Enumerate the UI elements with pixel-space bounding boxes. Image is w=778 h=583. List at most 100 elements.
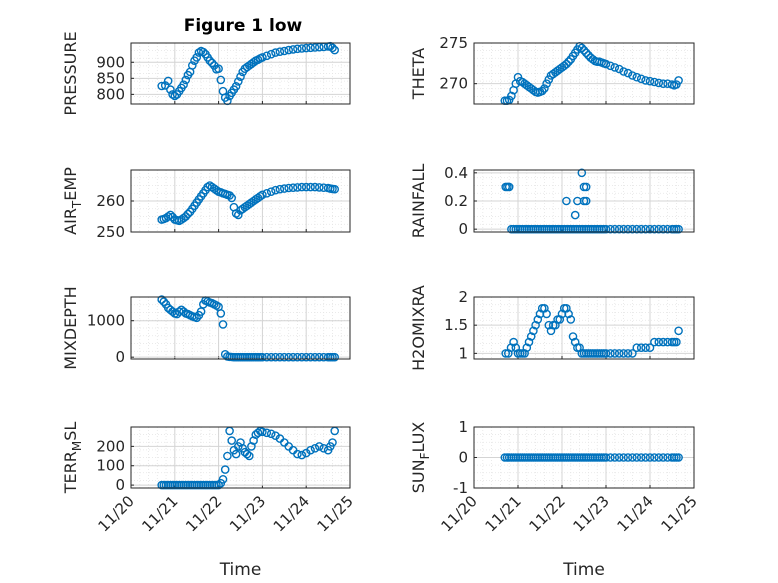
data-point (623, 224, 633, 234)
xlabel-6: Time (219, 560, 262, 580)
data-point (645, 343, 655, 353)
data-point (288, 352, 298, 362)
y-tick-label: 0.2 (444, 192, 468, 210)
ylabel-1: THETA (409, 48, 428, 100)
data-point (258, 190, 267, 200)
ylabel-3: RAINFALL (409, 164, 428, 239)
data-point (212, 185, 221, 195)
data-point (314, 442, 324, 451)
data-point (619, 224, 628, 234)
data-point (654, 78, 664, 88)
data-point (601, 349, 611, 358)
data-point (672, 80, 681, 89)
x-tick-label: 11/25 (658, 492, 701, 535)
axes-frame-4 (130, 296, 351, 360)
y-tick-label: 1 (458, 344, 468, 362)
data-point (231, 82, 241, 91)
data-point (253, 428, 263, 438)
data-point (306, 182, 315, 192)
data-point (284, 45, 294, 55)
data-point (170, 91, 180, 101)
data-point (650, 224, 659, 234)
x-tick-label: 11/22 (182, 492, 225, 535)
data-point (641, 76, 650, 85)
data-point (650, 453, 659, 462)
data-point (537, 86, 547, 96)
ylabel-5: H2OMIXRA (409, 285, 428, 371)
data-point (658, 337, 668, 347)
subplot-2: 250 260 AIRTEMP (61, 167, 351, 241)
data-point (632, 224, 642, 234)
x-tick-label: 11/24 (270, 492, 313, 535)
data-point (218, 320, 228, 329)
data-point (233, 210, 243, 220)
data-point (179, 307, 188, 316)
data-point (623, 349, 633, 358)
series-7 (500, 453, 683, 462)
data-point (214, 480, 223, 490)
data-point (306, 445, 315, 455)
data-point (546, 326, 556, 336)
data-point (623, 453, 633, 462)
data-point (577, 43, 587, 53)
figure-title: Figure 1 low (184, 16, 303, 36)
data-point (306, 352, 315, 362)
data-point (544, 75, 554, 84)
data-point (330, 45, 340, 55)
data-point (301, 182, 311, 192)
data-point (301, 352, 311, 362)
data-point (650, 337, 659, 347)
data-point (628, 71, 637, 80)
data-point (293, 44, 302, 54)
data-point (610, 63, 620, 72)
data-point (297, 44, 307, 53)
data-point (614, 64, 624, 74)
data-point (522, 343, 532, 353)
series-5 (501, 303, 683, 358)
data-point (654, 453, 664, 462)
data-point (225, 191, 234, 200)
data-point (562, 196, 571, 206)
data-point (187, 61, 197, 70)
data-point (288, 45, 298, 54)
data-point (542, 309, 551, 319)
data-point (636, 224, 646, 234)
data-point (293, 352, 302, 362)
data-point (645, 224, 655, 234)
y-tick-label: 1000 (87, 312, 125, 330)
data-point (310, 443, 320, 453)
data-point (654, 224, 664, 234)
xlabel-7: Time (562, 560, 605, 580)
data-point (310, 182, 320, 192)
y-tick-label: 1.5 (444, 316, 468, 334)
series-1 (500, 42, 683, 105)
subplot-3: 0 0.2 0.4 RAINFALL (409, 164, 695, 239)
data-point (166, 210, 175, 220)
y-tick-label: 900 (96, 53, 125, 71)
data-point (258, 53, 267, 62)
y-tick-label: 2 (458, 288, 468, 306)
data-point (636, 74, 646, 84)
data-point (632, 453, 642, 462)
y-tick-label: 0 (115, 476, 125, 494)
x-tick-label: 11/21 (138, 492, 181, 535)
x-tick-label: 11/23 (226, 492, 269, 535)
data-point (181, 75, 191, 85)
data-point (614, 453, 624, 462)
subplot-4: 0 1000 MIXDEPTH (61, 286, 351, 370)
data-point (577, 168, 587, 178)
data-point (674, 76, 683, 85)
axes-frame-1 (473, 42, 695, 105)
data-point (166, 85, 175, 94)
data-point (610, 224, 620, 234)
data-point (157, 81, 166, 91)
data-point (606, 61, 615, 71)
data-point (628, 349, 637, 358)
data-point (564, 309, 573, 319)
data-point (524, 337, 534, 347)
data-point (262, 51, 272, 61)
data-point (601, 224, 611, 234)
